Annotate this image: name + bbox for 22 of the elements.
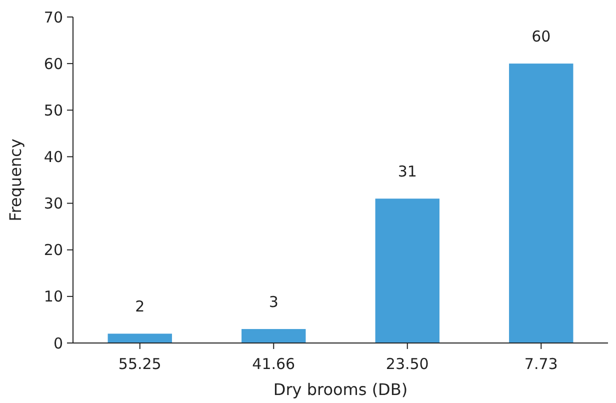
y-axis-title: Frequency [6, 138, 25, 222]
bar [509, 64, 574, 343]
x-tick-label: 41.66 [252, 355, 296, 373]
y-tick-label: 20 [44, 241, 63, 260]
x-axis-title: Dry brooms (DB) [273, 380, 408, 399]
y-tick-label: 70 [44, 8, 63, 26]
y-tick-label: 30 [44, 194, 63, 213]
x-tick-label: 7.73 [524, 355, 558, 373]
y-tick-label: 0 [53, 334, 63, 352]
x-tick-label: 23.50 [386, 355, 429, 373]
data-label: 31 [398, 162, 417, 181]
y-tick-label: 50 [44, 101, 63, 120]
data-label: 3 [268, 293, 278, 312]
bar [242, 329, 306, 343]
bar [375, 198, 440, 343]
bar [108, 334, 172, 343]
y-tick-label: 40 [44, 148, 63, 166]
y-tick-label: 60 [44, 54, 63, 73]
y-tick-label: 10 [44, 288, 63, 306]
x-tick-label: 55.25 [118, 355, 162, 373]
data-label: 2 [135, 298, 145, 316]
data-label: 60 [532, 28, 551, 46]
